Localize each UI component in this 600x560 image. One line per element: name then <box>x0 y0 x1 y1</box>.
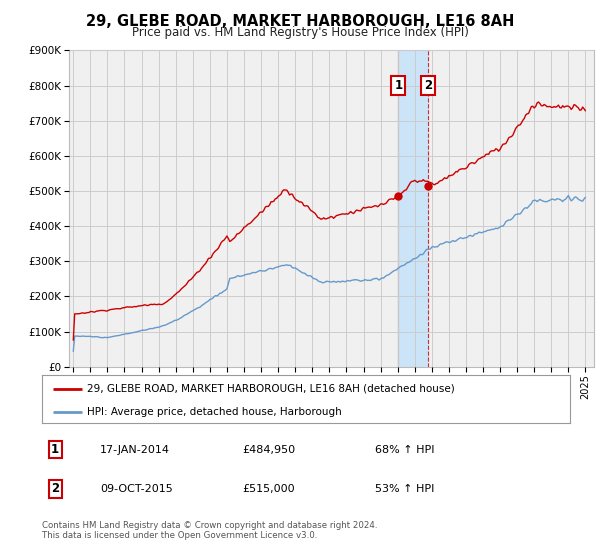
Text: 17-JAN-2014: 17-JAN-2014 <box>100 445 170 455</box>
Text: Contains HM Land Registry data © Crown copyright and database right 2024.
This d: Contains HM Land Registry data © Crown c… <box>42 521 377 540</box>
Bar <box>398 50 428 367</box>
Text: £484,950: £484,950 <box>242 445 296 455</box>
Text: 68% ↑ HPI: 68% ↑ HPI <box>374 445 434 455</box>
Text: 29, GLEBE ROAD, MARKET HARBOROUGH, LE16 8AH: 29, GLEBE ROAD, MARKET HARBOROUGH, LE16 … <box>86 14 514 29</box>
Text: 1: 1 <box>51 443 59 456</box>
Text: 53% ↑ HPI: 53% ↑ HPI <box>374 484 434 494</box>
Text: 1: 1 <box>394 79 403 92</box>
Text: 29, GLEBE ROAD, MARKET HARBOROUGH, LE16 8AH (detached house): 29, GLEBE ROAD, MARKET HARBOROUGH, LE16 … <box>87 384 455 394</box>
Text: 09-OCT-2015: 09-OCT-2015 <box>100 484 173 494</box>
Text: HPI: Average price, detached house, Harborough: HPI: Average price, detached house, Harb… <box>87 407 341 417</box>
Text: Price paid vs. HM Land Registry's House Price Index (HPI): Price paid vs. HM Land Registry's House … <box>131 26 469 39</box>
Text: 2: 2 <box>424 79 432 92</box>
Text: 2: 2 <box>51 482 59 495</box>
Text: £515,000: £515,000 <box>242 484 295 494</box>
